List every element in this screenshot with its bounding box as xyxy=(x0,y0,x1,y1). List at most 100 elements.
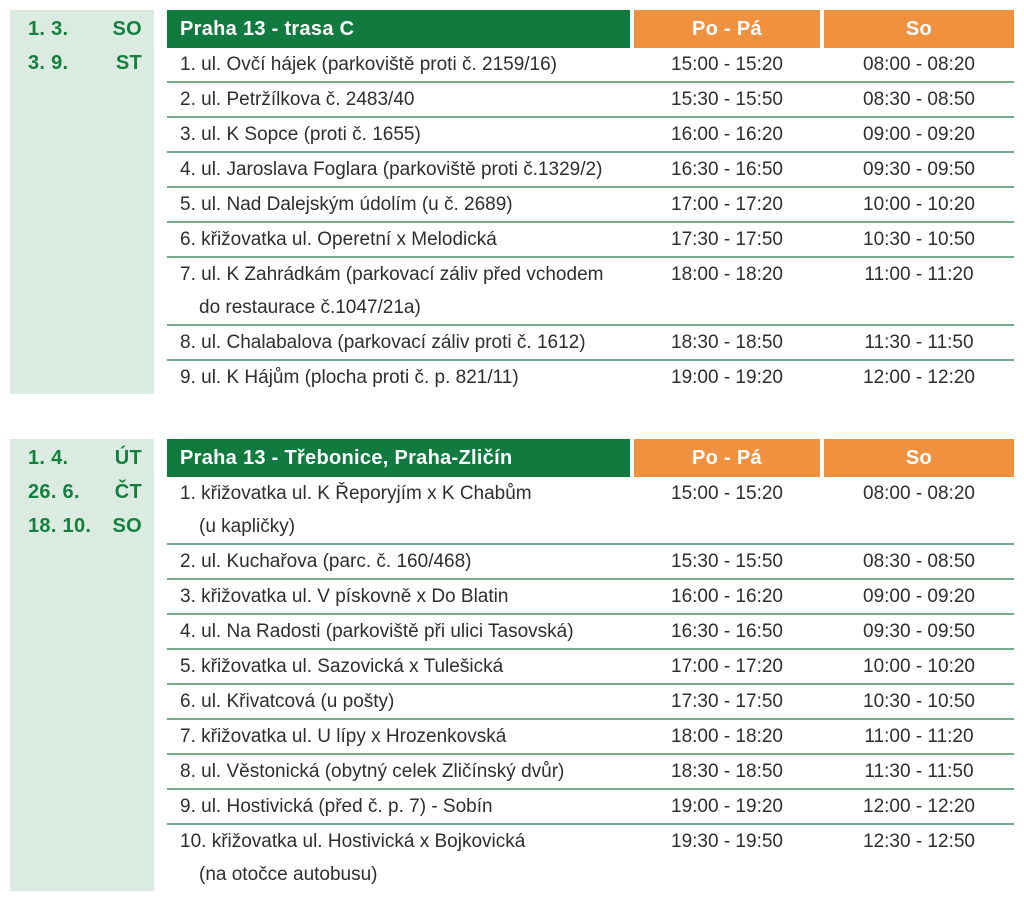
schedule-block: 1. 4. ÚT 26. 6. ČT 18. 10. SO Praha 13 - Třebo… xyxy=(10,439,1014,891)
saturday-time-cell: 08:00 - 08:20 xyxy=(863,54,975,75)
saturday-time-cell: 09:00 - 09:20 xyxy=(863,586,975,607)
weekday-time-cell: 17:00 - 17:20 xyxy=(671,656,783,677)
saturday-time-cell: 10:30 - 10:50 xyxy=(863,229,975,250)
table-row: 10. křižovatka ul. Hostivická x Bojkovic… xyxy=(167,825,1014,891)
stop-name-cell: 6. ul. Křivatcová (u pošty) xyxy=(167,685,630,718)
stop-name-line: 6. ul. Křivatcová (u pošty) xyxy=(180,691,395,712)
stop-name-cell: 10. křižovatka ul. Hostivická x Bojkovic… xyxy=(167,825,630,891)
table-row: 8. ul. Chalabalova (parkovací záliv prot… xyxy=(167,326,1014,361)
stop-name-line: 8. ul. Věstonická (obytný celek Zličínsk… xyxy=(180,761,565,782)
stop-name-cell: 7. křižovatka ul. U lípy x Hrozenkovská xyxy=(167,720,630,753)
weekday-time-cell: 15:00 - 15:20 xyxy=(671,483,783,504)
date-label: 1. 4. xyxy=(28,447,69,469)
weekday-label: SO xyxy=(112,515,142,537)
schedule-table: Praha 13 - trasa C Po - Pá So 1. ul. Ovčí h… xyxy=(167,10,1014,394)
weekday-time-cell: 16:00 - 16:20 xyxy=(671,124,783,145)
stop-name-line: 2. ul. Petržílkova č. 2483/40 xyxy=(180,89,415,110)
table-row: 1. ul. Ovčí hájek (parkoviště proti č. 2… xyxy=(167,48,1014,83)
table-row: 1. křižovatka ul. K Řeporyjím x K Chabům… xyxy=(167,477,1014,545)
date-entry: 1. 3. SO xyxy=(28,12,144,46)
saturday-time-cell: 11:30 - 11:50 xyxy=(864,332,974,353)
stop-name-cell: 9. ul. K Hájům (plocha proti č. p. 821/1… xyxy=(167,361,630,394)
weekday-column-header: Po - Pá xyxy=(634,10,820,48)
schedule-table: Praha 13 - Třebonice, Praha-Zličín Po - P… xyxy=(167,439,1014,891)
stop-name-line: 7. křižovatka ul. U lípy x Hrozenkovská xyxy=(180,726,507,747)
table-row: 7. křižovatka ul. U lípy x Hrozenkovská 1… xyxy=(167,720,1014,755)
table-row: 4. ul. Jaroslava Foglara (parkoviště pro… xyxy=(167,153,1014,188)
table-row: 6. křižovatka ul. Operetní x Melodická 17… xyxy=(167,223,1014,258)
stop-name-line: (u kapličky) xyxy=(199,516,296,537)
stop-name-line: 7. ul. K Zahrádkám (parkovací záliv před… xyxy=(180,264,604,285)
saturday-time-cell: 08:30 - 08:50 xyxy=(863,89,975,110)
stop-name-line: 6. křižovatka ul. Operetní x Melodická xyxy=(180,229,497,250)
weekday-label: ČT xyxy=(114,481,142,503)
stop-name-line: 1. ul. Ovčí hájek (parkoviště proti č. 2… xyxy=(180,54,558,75)
weekday-time-cell: 18:30 - 18:50 xyxy=(671,761,783,782)
saturday-time-cell: 09:00 - 09:20 xyxy=(863,124,975,145)
route-title-header: Praha 13 - trasa C xyxy=(167,10,630,48)
stop-name-line: (na otočce autobusu) xyxy=(199,864,378,885)
saturday-time-cell: 08:00 - 08:20 xyxy=(863,483,975,504)
stop-name-cell: 2. ul. Petržílkova č. 2483/40 xyxy=(167,83,630,116)
saturday-time-cell: 11:30 - 11:50 xyxy=(864,761,974,782)
weekday-time-cell: 17:30 - 17:50 xyxy=(671,229,783,250)
weekday-time-cell: 15:30 - 15:50 xyxy=(671,89,783,110)
date-entry: 26. 6. ČT xyxy=(28,475,144,509)
saturday-time-cell: 11:00 - 11:20 xyxy=(864,726,974,747)
saturday-time-cell: 08:30 - 08:50 xyxy=(863,551,975,572)
date-label: 18. 10. xyxy=(28,515,92,537)
stop-name-cell: 5. ul. Nad Dalejským údolím (u č. 2689) xyxy=(167,188,630,221)
weekday-time-cell: 17:30 - 17:50 xyxy=(671,691,783,712)
stop-name-line: 5. křižovatka ul. Sazovická x Tulešická xyxy=(180,656,504,677)
weekday-label: ST xyxy=(115,52,142,74)
weekday-time-cell: 18:00 - 18:20 xyxy=(671,726,783,747)
saturday-column-header: So xyxy=(824,439,1014,477)
weekday-time-cell: 16:00 - 16:20 xyxy=(671,586,783,607)
weekday-time-cell: 18:30 - 18:50 xyxy=(671,332,783,353)
stop-name-cell: 5. křižovatka ul. Sazovická x Tulešická xyxy=(167,650,630,683)
stop-name-line: 10. křižovatka ul. Hostivická x Bojkovic… xyxy=(180,831,526,852)
date-entry: 1. 4. ÚT xyxy=(28,441,144,475)
stop-name-cell: 2. ul. Kuchařova (parc. č. 160/468) xyxy=(167,545,630,578)
table-row: 9. ul. Hostivická (před č. p. 7) - Sobín… xyxy=(167,790,1014,825)
weekday-time-cell: 19:00 - 19:20 xyxy=(671,796,783,817)
stop-name-cell: 7. ul. K Zahrádkám (parkovací záliv před… xyxy=(167,258,630,324)
table-header-row: Praha 13 - Třebonice, Praha-Zličín Po - P… xyxy=(167,439,1014,477)
table-row: 5. křižovatka ul. Sazovická x Tulešická 1… xyxy=(167,650,1014,685)
date-sidebar: 1. 4. ÚT 26. 6. ČT 18. 10. SO xyxy=(10,439,154,891)
stop-name-line: 3. ul. K Sopce (proti č. 1655) xyxy=(180,124,421,145)
stop-name-line: 2. ul. Kuchařova (parc. č. 160/468) xyxy=(180,551,472,572)
saturday-time-cell: 10:30 - 10:50 xyxy=(863,691,975,712)
stop-name-cell: 8. ul. Věstonická (obytný celek Zličínsk… xyxy=(167,755,630,788)
stop-name-line: do restaurace č.1047/21a) xyxy=(199,297,421,318)
saturday-time-cell: 12:30 - 12:50 xyxy=(863,831,975,852)
stop-name-cell: 4. ul. Na Radosti (parkoviště při ulici … xyxy=(167,615,630,648)
table-row: 3. křižovatka ul. V pískovně x Do Blatin… xyxy=(167,580,1014,615)
stop-name-cell: 1. křižovatka ul. K Řeporyjím x K Chabům… xyxy=(167,477,630,543)
stop-name-line: 4. ul. Na Radosti (parkoviště při ulici … xyxy=(180,621,574,642)
saturday-time-cell: 12:00 - 12:20 xyxy=(863,367,975,388)
route-title-header: Praha 13 - Třebonice, Praha-Zličín xyxy=(167,439,630,477)
stop-name-cell: 9. ul. Hostivická (před č. p. 7) - Sobín xyxy=(167,790,630,823)
table-row: 2. ul. Kuchařova (parc. č. 160/468) 15:30… xyxy=(167,545,1014,580)
weekday-column-header: Po - Pá xyxy=(634,439,820,477)
stop-name-cell: 6. křižovatka ul. Operetní x Melodická xyxy=(167,223,630,256)
weekday-time-cell: 19:30 - 19:50 xyxy=(671,831,783,852)
table-row: 8. ul. Věstonická (obytný celek Zličínsk… xyxy=(167,755,1014,790)
date-label: 3. 9. xyxy=(28,52,69,74)
stop-name-line: 8. ul. Chalabalova (parkovací záliv prot… xyxy=(180,332,586,353)
table-row: 4. ul. Na Radosti (parkoviště při ulici … xyxy=(167,615,1014,650)
date-label: 1. 3. xyxy=(28,18,69,40)
saturday-time-cell: 10:00 - 10:20 xyxy=(863,194,975,215)
stop-name-cell: 4. ul. Jaroslava Foglara (parkoviště pro… xyxy=(167,153,630,186)
stop-name-line: 9. ul. K Hájům (plocha proti č. p. 821/1… xyxy=(180,367,519,388)
table-row: 6. ul. Křivatcová (u pošty) 17:30 - 17:50… xyxy=(167,685,1014,720)
table-header-row: Praha 13 - trasa C Po - Pá So xyxy=(167,10,1014,48)
schedule-block: 1. 3. SO 3. 9. ST Praha 13 - trasa C Po - Pá S… xyxy=(10,10,1014,394)
table-row: 3. ul. K Sopce (proti č. 1655) 16:00 - 16… xyxy=(167,118,1014,153)
weekday-time-cell: 15:30 - 15:50 xyxy=(671,551,783,572)
date-entry: 18. 10. SO xyxy=(28,509,144,543)
weekday-time-cell: 16:30 - 16:50 xyxy=(671,159,783,180)
weekday-time-cell: 15:00 - 15:20 xyxy=(671,54,783,75)
